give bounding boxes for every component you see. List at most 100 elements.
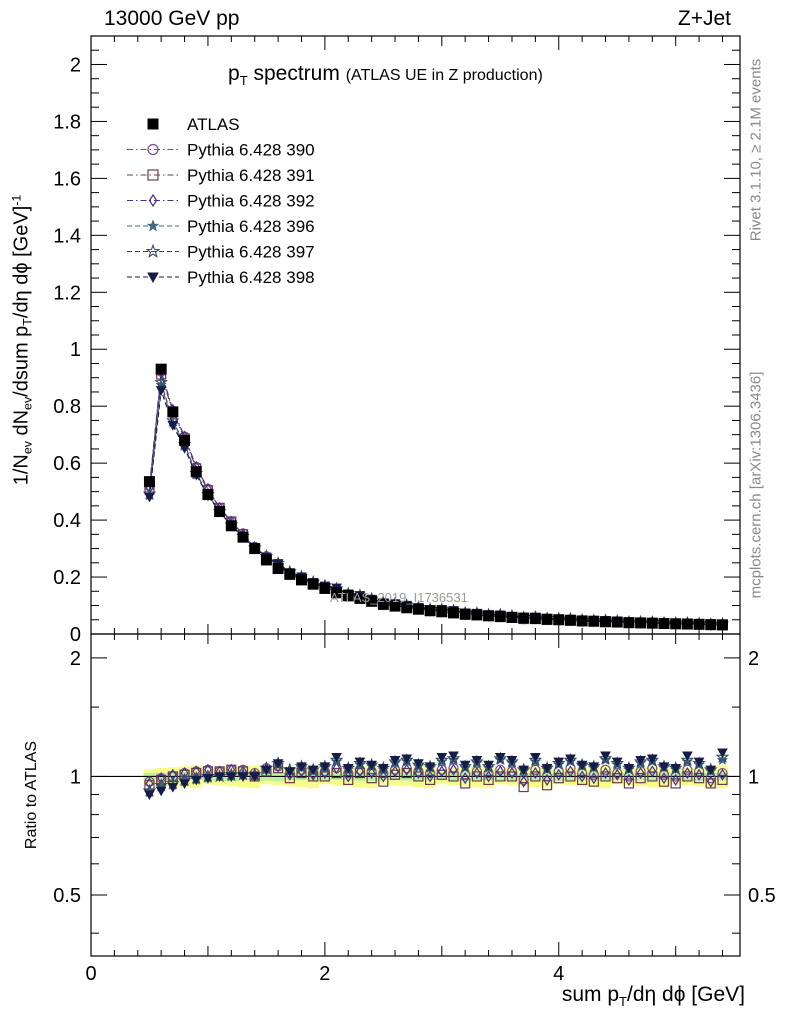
ratio-series-6-point <box>249 772 261 782</box>
atlas-data-point <box>307 578 319 590</box>
ratio-series-3-point <box>554 768 563 781</box>
top-panel-axes: 0 0.2 0.4 0.6 0.8 1 1.2 1.4 1.6 1.8 2 <box>53 35 741 646</box>
ratio-series-3-point <box>589 772 598 785</box>
legend-marker-1 <box>147 143 159 156</box>
ylabel-b: dN <box>10 409 33 442</box>
ratio-series-1-point <box>530 764 541 775</box>
ratio-series-6-point <box>342 764 354 774</box>
series-line-6 <box>148 390 723 625</box>
energy-label: 13000 GeV pp <box>104 7 240 30</box>
ratio-series-6-point <box>331 752 342 763</box>
x-tick-label: 0 <box>85 963 96 985</box>
legend-marker-3 <box>148 193 158 208</box>
ratio-series-6-point <box>155 786 167 797</box>
top-y-tick-label: 1.4 <box>53 225 81 247</box>
mcplots-label: mcplots.cern.ch [arXiv:1306.3436] <box>747 371 765 599</box>
ratio-y-axis-label: Ratio to ATLAS <box>23 740 40 850</box>
legend-atlas-label: ATLAS <box>187 115 240 134</box>
top-y-tick-label: 1 <box>70 339 81 361</box>
ratio-series-2-point <box>658 776 670 787</box>
ratio-series-6-point <box>179 779 190 789</box>
top-y-tick-label: 1.2 <box>53 282 81 304</box>
ratio-series-6-point <box>272 759 284 769</box>
xlabel-a: sum p <box>561 983 620 1006</box>
ratio-series-3-point <box>332 762 341 775</box>
ylabel-b-sub: ev <box>20 396 35 410</box>
atlas-data-point <box>436 606 448 618</box>
ratio-series-2-point <box>495 771 506 782</box>
atlas-data-point <box>553 614 565 626</box>
ratio-series-3-point <box>449 763 458 776</box>
series-line-2 <box>148 374 723 626</box>
legend-label-1: Pythia 6.428 390 <box>187 141 315 160</box>
ratio-series-2-point <box>518 781 529 793</box>
ratio-y-tick-label-right: 2 <box>748 648 759 670</box>
ratio-series-3-point <box>648 765 657 778</box>
ratio-series-6-point <box>389 756 401 766</box>
ratio-series-3-point <box>625 773 633 786</box>
atlas-data-point <box>611 616 623 628</box>
atlas-data-point <box>190 466 202 478</box>
atlas-data-point <box>600 616 612 628</box>
atlas-data-point <box>389 600 401 612</box>
atlas-data-point <box>401 602 413 614</box>
atlas-data-point <box>179 434 191 446</box>
ratio-panel-axes: 0 2 4 0.5 0.5 1 1 2 2 <box>53 633 776 985</box>
ratio-series-3-point <box>566 765 575 778</box>
ratio-series-3-point <box>391 765 399 778</box>
atlas-data-point <box>716 619 728 631</box>
ratio-series-6-point <box>202 774 214 784</box>
series-line-4 <box>148 384 723 625</box>
ratio-series-6-point <box>717 748 728 759</box>
ratio-series-3-point <box>496 765 505 778</box>
series-6-point <box>167 421 179 431</box>
legend: ATLAS Pythia 6.428 390 Pythia 6.428 391 Pyt… <box>127 115 315 287</box>
atlas-data-point <box>249 543 261 555</box>
top-y-tick-label: 0.8 <box>53 396 81 418</box>
ratio-series-2-point <box>623 778 635 789</box>
ratio-series-6-point <box>635 756 646 766</box>
ratio-series-3-point <box>718 768 727 781</box>
ratio-series-2-point <box>588 776 599 787</box>
legend-label-4: Pythia 6.428 396 <box>187 217 315 236</box>
ratio-series-3-point <box>636 766 645 780</box>
ratio-series-3-point <box>660 772 668 785</box>
ratio-series-2-point <box>471 771 482 782</box>
title-p: p <box>228 62 240 85</box>
ratio-panel-series <box>142 748 730 801</box>
ratio-series-3-point <box>671 773 680 786</box>
ratio-series-1-point <box>635 766 646 777</box>
legend-label-5: Pythia 6.428 397 <box>187 243 315 262</box>
ratio-y-tick-label: 0.5 <box>53 885 81 907</box>
atlas-data-point <box>670 618 682 630</box>
ratio-series-2-point <box>506 771 518 782</box>
legend-atlas-marker <box>147 118 159 130</box>
ratio-series-6-point <box>448 751 459 762</box>
analysis-watermark: ATLAS_2019_I1736531 <box>330 590 468 605</box>
xlabel-a-sub: T <box>619 993 627 1009</box>
ratio-series-6-point <box>670 764 682 774</box>
atlas-data-point <box>576 615 588 627</box>
ratio-series-2-point <box>541 780 553 791</box>
atlas-data-point <box>366 595 378 607</box>
series-line-5 <box>148 382 723 625</box>
atlas-data-point <box>167 406 179 418</box>
process-label: Z+Jet <box>677 7 731 30</box>
ratio-series-2-point <box>366 773 377 784</box>
ratio-series-6-point <box>167 782 179 793</box>
atlas-data-point <box>564 614 576 626</box>
ratio-series-6-point <box>483 760 494 771</box>
ratio-series-2-point <box>682 771 693 782</box>
ratio-series-2-point <box>331 767 342 779</box>
ratio-y-tick-label-right: 1 <box>748 766 759 788</box>
ratio-series-3-point <box>613 768 622 781</box>
ratio-series-3-point <box>531 766 540 780</box>
ratio-series-2-point <box>460 778 471 789</box>
ratio-series-2-point <box>436 769 447 780</box>
ratio-series-2-point <box>565 771 576 782</box>
ratio-series-6-point <box>588 762 600 773</box>
ratio-series-6-point <box>354 757 366 768</box>
atlas-data-point <box>693 618 705 630</box>
ratio-series-6-point <box>261 765 272 776</box>
atlas-data-point <box>471 609 483 621</box>
